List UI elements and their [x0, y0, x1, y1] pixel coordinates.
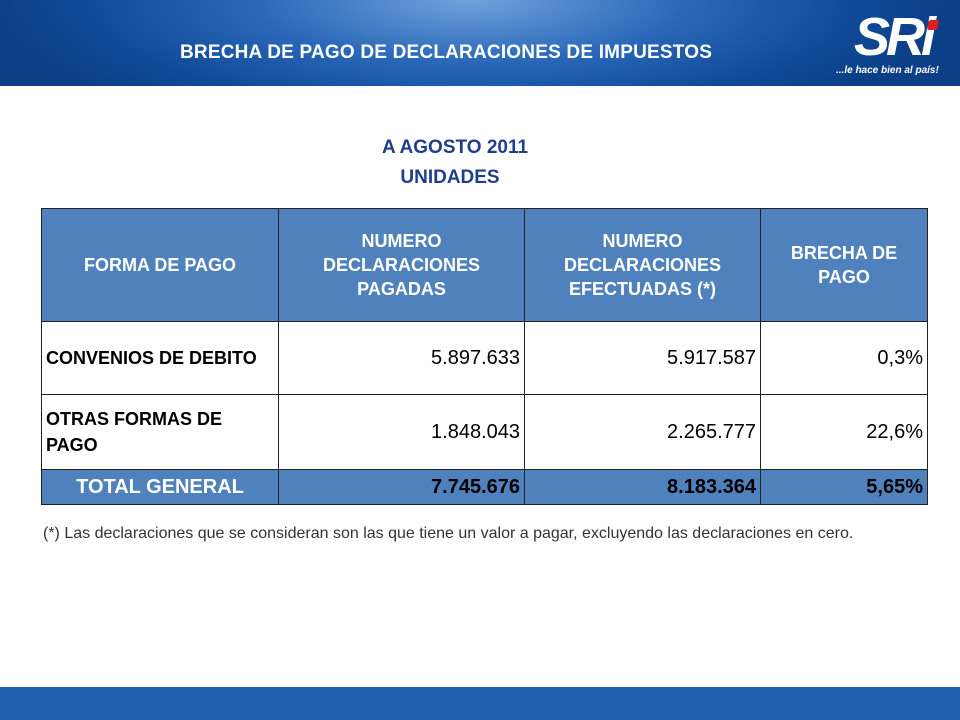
logo-dot-icon	[926, 20, 940, 30]
table-row: CONVENIOS DE DEBITO 5.897.633 5.917.587 …	[41, 321, 928, 395]
paid-value: 1.848.043	[278, 394, 525, 470]
footnote: (*) Las declaraciones que se consideran …	[43, 525, 854, 542]
total-label: TOTAL GENERAL	[41, 469, 279, 505]
slide-title: BRECHA DE PAGO DE DECLARACIONES DE IMPUE…	[180, 42, 713, 63]
footer-band	[0, 687, 960, 720]
payment-gap-table: FORMA DE PAGO NUMERO DECLARACIONES PAGAD…	[41, 208, 928, 505]
header-paid-declarations: NUMERO DECLARACIONES PAGADAS	[278, 208, 525, 322]
total-filed-value: 8.183.364	[524, 469, 761, 505]
sri-logo: SRi ...le hace bien al país!	[836, 6, 954, 82]
row-label: OTRAS FORMAS DE PAGO	[41, 394, 279, 470]
logo-tagline: ...le hace bien al país!	[836, 65, 939, 76]
paid-value: 5.897.633	[278, 321, 525, 395]
filed-value: 5.917.587	[524, 321, 761, 395]
filed-value: 2.265.777	[524, 394, 761, 470]
gap-value: 0,3%	[760, 321, 928, 395]
header-payment-method: FORMA DE PAGO	[41, 208, 279, 322]
header-payment-gap: BRECHA DE PAGO	[760, 208, 928, 322]
header-filed-declarations: NUMERO DECLARACIONES EFECTUADAS (*)	[524, 208, 761, 322]
total-gap-value: 5,65%	[760, 469, 928, 505]
logo-text: SRi	[854, 7, 936, 67]
period-subtitle: A AGOSTO 2011	[381, 137, 529, 158]
table-row: OTRAS FORMAS DE PAGO 1.848.043 2.265.777…	[41, 394, 928, 470]
table-header-row: FORMA DE PAGO NUMERO DECLARACIONES PAGAD…	[41, 208, 928, 322]
header-band: BRECHA DE PAGO DE DECLARACIONES DE IMPUE…	[0, 0, 960, 86]
row-label: CONVENIOS DE DEBITO	[41, 321, 279, 395]
gap-value: 22,6%	[760, 394, 928, 470]
total-row: TOTAL GENERAL 7.745.676 8.183.364 5,65%	[41, 469, 928, 505]
total-paid-value: 7.745.676	[278, 469, 525, 505]
units-subtitle: UNIDADES	[400, 167, 500, 188]
